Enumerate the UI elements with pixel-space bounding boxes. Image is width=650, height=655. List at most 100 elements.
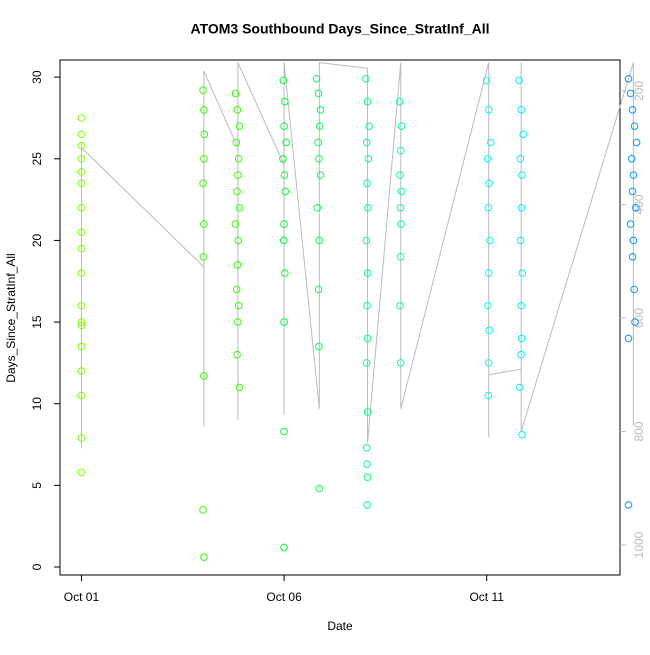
point [516, 383, 524, 392]
y-tick-label: 20 [30, 233, 44, 247]
point [235, 203, 244, 212]
point [280, 122, 288, 130]
point [364, 203, 372, 212]
point [77, 168, 86, 176]
point [518, 171, 526, 179]
point [280, 171, 289, 179]
point [77, 269, 86, 277]
point [233, 350, 241, 359]
point [234, 236, 243, 245]
point [397, 187, 406, 196]
point [77, 203, 86, 212]
point [485, 326, 493, 335]
point [363, 179, 371, 188]
x-tick-label: Oct 06 [266, 590, 302, 604]
point [395, 97, 404, 106]
point [484, 106, 493, 114]
point [200, 130, 209, 139]
point [312, 74, 321, 83]
point [364, 154, 373, 163]
point [314, 285, 323, 294]
point [313, 203, 322, 212]
point [362, 236, 371, 245]
point [363, 473, 372, 481]
point [518, 430, 526, 439]
point [482, 76, 491, 85]
y2-tick-label: 1000 [632, 531, 646, 558]
point [77, 468, 86, 477]
y-axis-label: Days_Since_StratInf_All [4, 253, 18, 382]
point [232, 285, 241, 294]
point [199, 252, 208, 261]
point [628, 106, 637, 114]
point [77, 114, 86, 122]
point [315, 236, 324, 245]
point [516, 154, 525, 163]
y-tick-label: 0 [30, 563, 44, 570]
point [626, 89, 635, 98]
y2-tick-label: 600 [632, 308, 646, 328]
point [315, 154, 323, 163]
point [484, 301, 492, 310]
point [233, 187, 241, 196]
point [77, 367, 86, 375]
point [200, 372, 208, 380]
point [517, 334, 526, 343]
point [362, 359, 371, 367]
point [628, 252, 637, 261]
point [483, 154, 492, 163]
point [624, 334, 633, 343]
y-tick-label: 10 [30, 397, 44, 411]
point [630, 122, 639, 130]
point [397, 220, 405, 228]
point [316, 171, 325, 179]
point [363, 460, 371, 468]
point [484, 269, 493, 277]
point [515, 76, 523, 85]
y-tick-label: 5 [30, 482, 44, 489]
point [315, 484, 324, 493]
point [200, 220, 208, 228]
point [363, 334, 372, 343]
point [314, 138, 322, 147]
point [233, 106, 242, 114]
point [77, 179, 86, 188]
point [279, 76, 288, 85]
point [77, 434, 86, 442]
point [280, 220, 288, 228]
x-tick-label: Oct 11 [469, 590, 504, 604]
point [234, 154, 243, 163]
point [77, 391, 86, 400]
point [280, 543, 288, 552]
point [363, 301, 371, 310]
point [396, 359, 405, 367]
point [316, 106, 325, 114]
point [396, 203, 405, 212]
y2-tick-label: 400 [632, 194, 646, 214]
point [314, 89, 323, 98]
point [199, 179, 207, 188]
point [518, 269, 527, 277]
point [362, 74, 370, 83]
point [77, 342, 86, 351]
point [630, 285, 638, 294]
point [231, 89, 240, 98]
point [233, 261, 242, 269]
point [484, 391, 493, 400]
point [77, 318, 86, 326]
point [363, 97, 372, 106]
point [199, 86, 207, 95]
point [363, 501, 371, 509]
point [396, 301, 404, 310]
point [77, 321, 86, 330]
point [516, 236, 525, 245]
point [629, 236, 638, 245]
point [279, 154, 287, 163]
point [77, 301, 86, 310]
point [282, 138, 290, 147]
point [517, 301, 525, 310]
point [396, 171, 404, 179]
x-tick-label: Oct 01 [64, 590, 100, 604]
point [234, 318, 242, 326]
point [77, 141, 86, 150]
